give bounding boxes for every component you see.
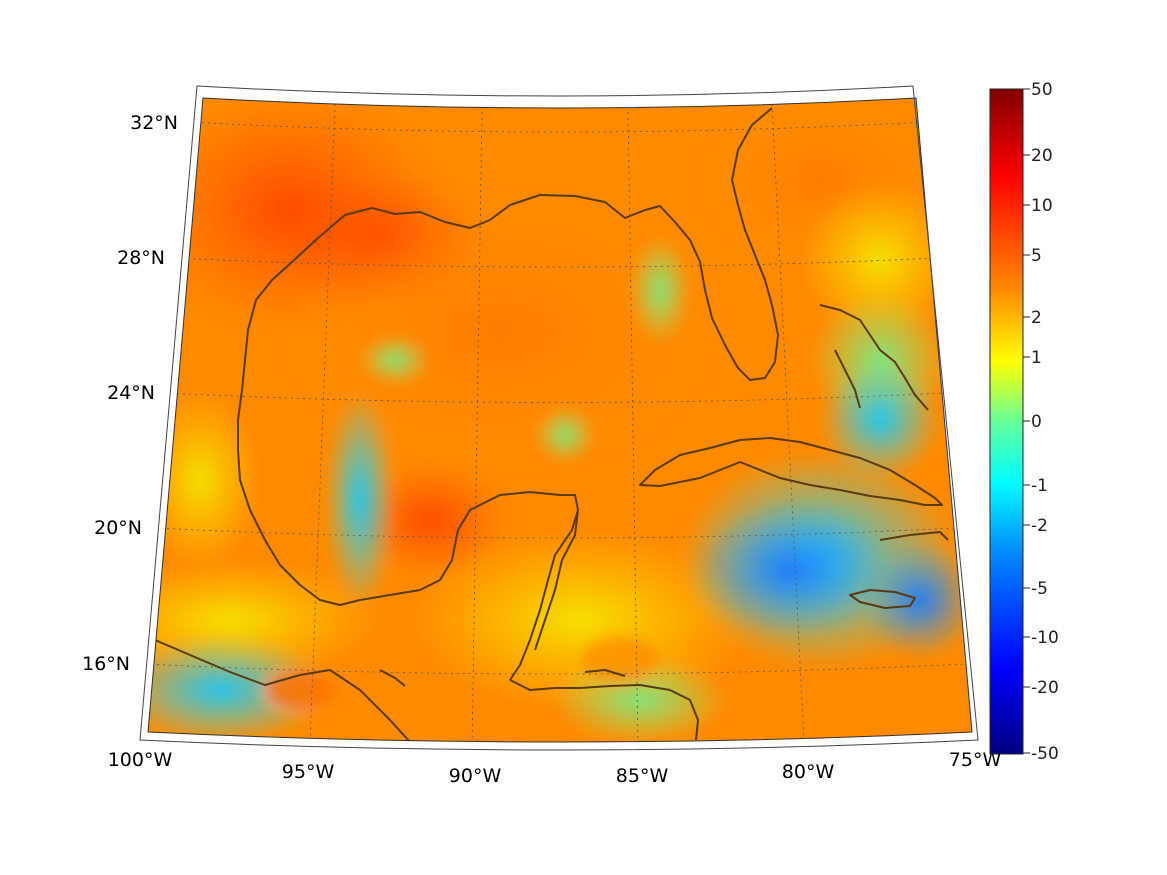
coast-jamaica <box>849 589 916 609</box>
lon-label-75w: 75°W <box>949 749 1002 771</box>
graticule <box>148 103 966 742</box>
coastlines <box>154 107 949 742</box>
colorbar-tick-label: 0 <box>1031 412 1042 432</box>
meridian-95w <box>309 103 336 742</box>
colorbar-tick-label: -1 <box>1031 476 1048 496</box>
coast-honduras <box>584 669 626 677</box>
parallel-32n <box>189 121 926 133</box>
colorbar-tick-label: -2 <box>1031 516 1048 536</box>
coast-gulf-north <box>371 107 779 381</box>
coast-bahamas-2 <box>834 349 861 409</box>
colorbar-tick-label: -10 <box>1031 628 1059 648</box>
lat-label-28n: 28°N <box>117 247 165 269</box>
lon-label-100w: 100°W <box>108 749 173 771</box>
lon-label-80w: 80°W <box>782 761 835 783</box>
data-field <box>148 98 972 742</box>
colorbar-tick-label: -50 <box>1031 744 1059 764</box>
colorbar-tick-label: 1 <box>1031 348 1042 368</box>
meridian-90w <box>471 111 483 742</box>
meridian-80w <box>771 103 805 742</box>
coast-us-mexico <box>237 207 579 681</box>
coast-islands-mx <box>379 669 406 687</box>
colorbar-tick-label: 5 <box>1031 246 1042 266</box>
longitude-labels: 100°W 95°W 90°W 85°W 80°W 75°W <box>108 749 1002 787</box>
lat-label-16n: 16°N <box>82 653 130 675</box>
coast-hispaniola <box>879 531 949 541</box>
latitude-labels: 16°N 20°N 24°N 28°N 32°N <box>82 112 178 675</box>
coast-pacific <box>154 639 411 742</box>
lon-label-95w: 95°W <box>282 761 335 783</box>
colorbar-tick-label: 50 <box>1031 80 1053 100</box>
map-frame-outer <box>139 85 979 751</box>
colorbar-tick-label: 10 <box>1031 196 1053 216</box>
colorbar-tick-label: 2 <box>1031 308 1042 328</box>
colorbar-gradient <box>989 88 1024 755</box>
meridian-85w <box>627 111 639 742</box>
lat-label-32n: 32°N <box>130 112 178 134</box>
coast-cuba <box>639 437 943 506</box>
coast-yucatan-east <box>534 509 579 651</box>
parallel-20n <box>154 527 956 539</box>
lon-label-90w: 90°W <box>449 765 502 787</box>
lat-label-20n: 20°N <box>94 517 142 539</box>
lat-label-24n: 24°N <box>107 382 155 404</box>
coast-central-america <box>509 679 699 741</box>
coast-bahamas <box>819 304 929 411</box>
colorbar-tick-label: 20 <box>1031 146 1053 166</box>
parallel-16n <box>148 663 966 675</box>
parallel-28n <box>174 257 936 268</box>
colorbar-tick-label: -5 <box>1031 579 1048 599</box>
colorbar-tick-label: -20 <box>1031 678 1059 698</box>
lon-label-85w: 85°W <box>616 765 669 787</box>
map-frame <box>147 97 973 743</box>
